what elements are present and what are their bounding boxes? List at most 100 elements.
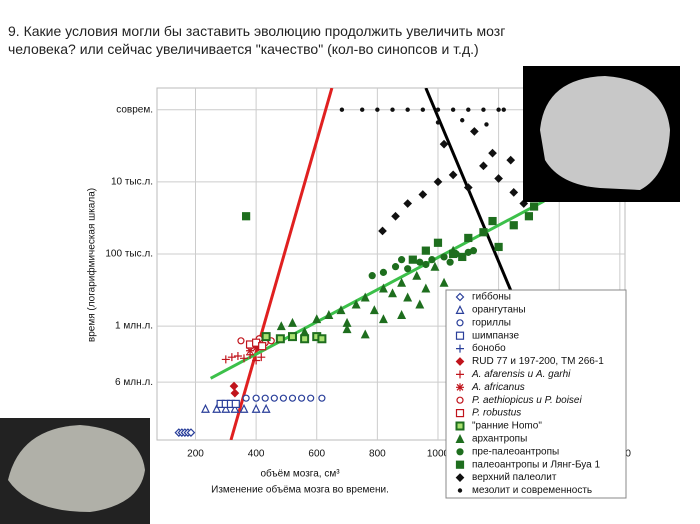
point (239, 403, 249, 413)
point (488, 148, 497, 158)
point (221, 355, 230, 364)
y-tick-label: 1 млн.л. (115, 321, 153, 332)
point (509, 188, 519, 197)
point (470, 127, 479, 136)
point (388, 288, 397, 298)
legend-marker (456, 319, 464, 327)
point (450, 107, 456, 112)
point (246, 346, 255, 355)
legend-label: гориллы (472, 317, 511, 328)
point (439, 277, 449, 287)
point (509, 221, 518, 230)
point (397, 310, 407, 319)
legend-label: A. afarensis и A. garhi (471, 369, 571, 380)
point (391, 211, 400, 221)
point (186, 428, 196, 437)
skull-shape (540, 76, 670, 190)
legend-label: палеоантропы и Лянг-Буа 1 (472, 459, 601, 470)
point (342, 324, 352, 334)
point (524, 212, 534, 221)
point (287, 332, 297, 342)
point (300, 334, 310, 344)
point (233, 351, 242, 360)
point (379, 268, 388, 276)
legend-label: мезолит и современность (472, 485, 592, 496)
point (466, 107, 471, 112)
point (237, 337, 245, 345)
point (318, 394, 326, 402)
point (390, 107, 395, 112)
point (463, 183, 473, 192)
point (416, 258, 424, 266)
y-axis-label: время (логарифмическая шкала) (86, 188, 98, 342)
point (496, 107, 501, 112)
point (261, 403, 271, 413)
point (252, 356, 261, 365)
point (430, 261, 440, 271)
point (300, 326, 310, 336)
legend-label: P. aethiopicus и P. boisei (472, 395, 582, 406)
legend-marker (455, 305, 465, 314)
point (275, 334, 285, 344)
point (529, 202, 539, 211)
legend-label: архантропы (472, 434, 527, 445)
point (242, 394, 250, 402)
point (261, 394, 269, 402)
point (312, 314, 322, 324)
point (433, 238, 443, 247)
legend-marker (455, 473, 465, 482)
point (242, 212, 251, 221)
legend-marker (457, 488, 463, 493)
x-tick-label: 600 (308, 449, 325, 460)
point (415, 299, 425, 309)
legend-label: гиббоны (472, 291, 511, 303)
point (421, 283, 431, 293)
point (360, 107, 365, 112)
point (506, 155, 516, 165)
point (435, 107, 441, 112)
legend-marker (456, 344, 464, 353)
point (464, 233, 473, 243)
point (435, 120, 441, 125)
point (404, 265, 412, 273)
point (488, 216, 497, 226)
x-tick-label: 1000 (427, 449, 450, 460)
point (231, 399, 240, 408)
point (439, 139, 449, 149)
point (479, 228, 488, 237)
point (368, 272, 376, 280)
point (279, 394, 287, 402)
point (460, 118, 465, 123)
point (405, 107, 410, 112)
point (261, 332, 271, 342)
point (230, 403, 240, 413)
point (252, 394, 260, 402)
point (339, 107, 345, 112)
trend-line (229, 88, 334, 440)
point (288, 317, 297, 327)
point (221, 403, 231, 413)
legend-marker (455, 460, 465, 469)
y-tick-label: соврем. (116, 104, 153, 115)
y-tick-label: 10 тыс.л. (111, 176, 153, 187)
point (378, 314, 388, 324)
point (418, 190, 428, 199)
point (501, 107, 506, 112)
point (448, 170, 458, 180)
legend-marker (455, 331, 465, 340)
point (398, 256, 406, 264)
point (351, 299, 361, 309)
point (494, 174, 503, 183)
point (251, 403, 261, 413)
point (422, 260, 430, 269)
legend-marker (455, 421, 465, 431)
point (230, 388, 240, 398)
point (288, 394, 297, 402)
point (481, 107, 486, 112)
point (403, 292, 413, 302)
point (378, 283, 388, 293)
point (428, 256, 436, 264)
legend (445, 289, 627, 499)
